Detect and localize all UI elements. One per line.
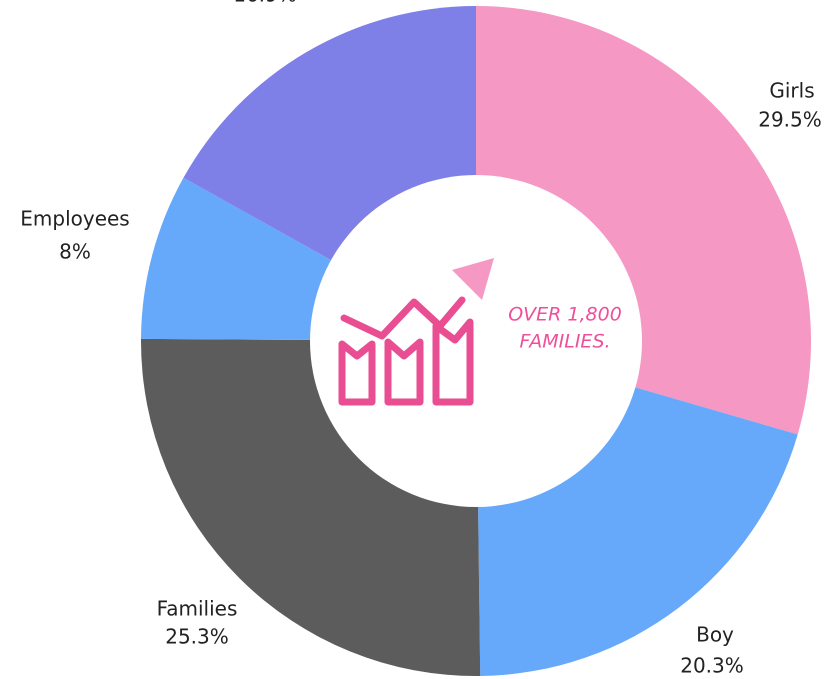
donut-hole xyxy=(310,175,642,507)
slice-label: Families xyxy=(157,597,238,621)
value-label: 8% xyxy=(59,240,91,264)
value-label: 16.9% xyxy=(233,0,297,7)
center-text: FAMILIES. xyxy=(519,331,610,353)
value-label: 25.3% xyxy=(165,625,229,649)
chart-icon xyxy=(338,258,494,406)
value-label: 29.5% xyxy=(758,108,822,132)
slice-label: Girls xyxy=(769,79,814,103)
value-label: 20.3% xyxy=(680,654,744,678)
slice-label: Boy xyxy=(696,623,734,647)
center-text: OVER 1,800 xyxy=(508,304,622,326)
slice-label: Employees xyxy=(20,207,129,231)
